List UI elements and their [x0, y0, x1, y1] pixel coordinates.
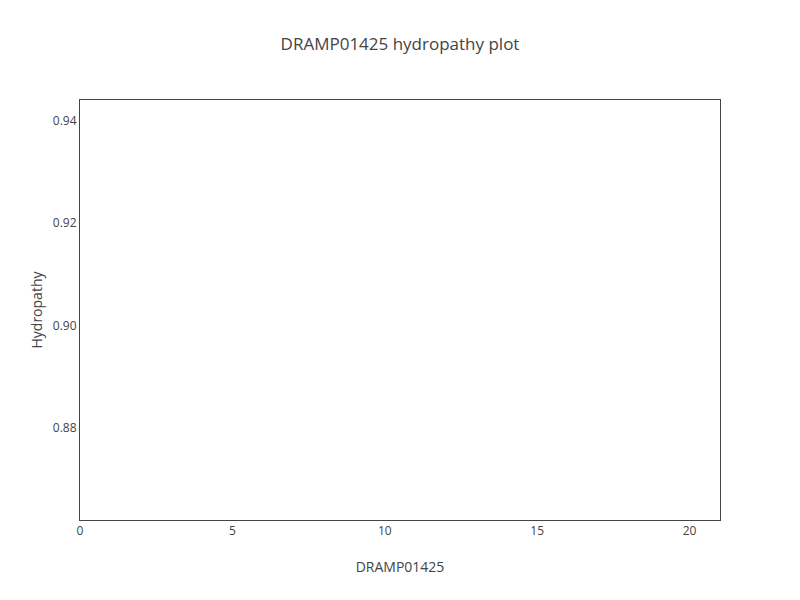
svg-text:0.88: 0.88 [53, 419, 77, 436]
svg-text:0: 0 [77, 522, 84, 539]
svg-text:20: 20 [683, 522, 697, 539]
svg-text:5: 5 [229, 522, 236, 539]
svg-text:10: 10 [378, 522, 392, 539]
svg-text:0.94: 0.94 [53, 112, 77, 129]
svg-text:0.90: 0.90 [53, 317, 77, 334]
svg-text:Hydropathy: Hydropathy [27, 271, 46, 349]
svg-text:15: 15 [530, 522, 544, 539]
svg-text:0.92: 0.92 [53, 214, 77, 231]
svg-text:DRAMP01425: DRAMP01425 [356, 557, 445, 576]
svg-text:DRAMP01425 hydropathy plot: DRAMP01425 hydropathy plot [281, 32, 520, 55]
